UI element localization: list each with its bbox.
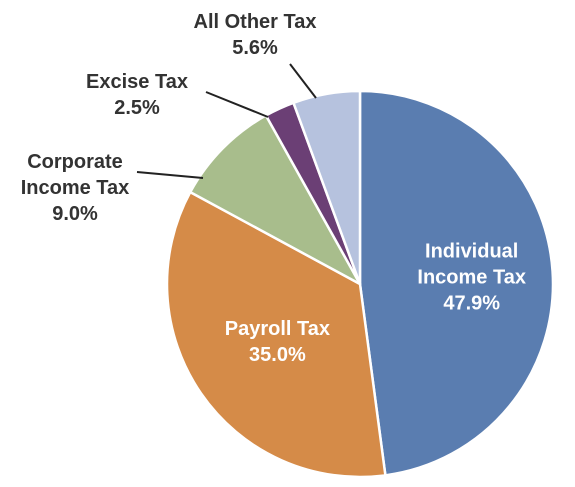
- slice-label: All Other Tax 5.6%: [194, 11, 317, 59]
- slice-percent: 5.6%: [232, 37, 278, 59]
- slice-label: Payroll Tax 35.0%: [225, 318, 330, 366]
- pie-slice-individual-income-tax: [358, 89, 555, 477]
- pie-slice-all-other-tax: [292, 89, 362, 286]
- slice-label: Excise Tax 2.5%: [86, 71, 188, 119]
- slice-percent: 2.5%: [114, 97, 160, 119]
- slice-percent: 35.0%: [249, 344, 306, 366]
- slice-name: Income Tax: [21, 177, 130, 199]
- slice-labels: Individual Income Tax 47.9% Payroll Tax 35.0…: [21, 11, 526, 366]
- leader-line: [289, 63, 317, 99]
- leader-line: [205, 91, 269, 118]
- pie-slice-corporate-income-tax: [189, 114, 362, 286]
- slice-percent: 9.0%: [52, 203, 98, 225]
- slice-name: Payroll Tax: [225, 318, 330, 340]
- slice-name: Corporate: [27, 151, 123, 173]
- leader-lines: [136, 63, 317, 179]
- slice-name: All Other Tax: [194, 11, 317, 33]
- pie-slice-payroll-tax: [165, 190, 387, 479]
- slice-label: Individual Income Tax 47.9%: [417, 241, 526, 315]
- slice-percent: 47.9%: [443, 293, 500, 315]
- slice-name: Income Tax: [417, 267, 526, 289]
- slice-name: Individual: [425, 241, 518, 263]
- pie-slices: [165, 89, 555, 479]
- slice-label: Corporate Income Tax 9.0%: [21, 151, 130, 225]
- slice-name: Excise Tax: [86, 71, 188, 93]
- leader-line: [136, 171, 204, 179]
